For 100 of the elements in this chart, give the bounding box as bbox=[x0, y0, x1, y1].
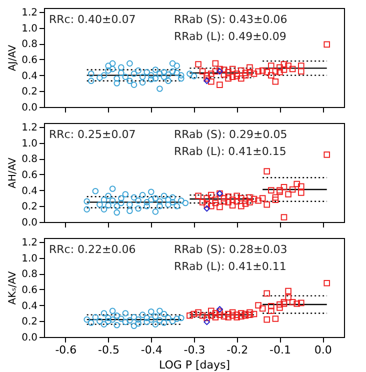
point bbox=[220, 198, 228, 205]
point bbox=[160, 192, 168, 200]
point bbox=[324, 280, 330, 286]
point bbox=[152, 321, 159, 328]
point bbox=[148, 196, 154, 203]
point bbox=[84, 198, 90, 205]
point bbox=[216, 204, 223, 210]
point bbox=[144, 203, 150, 210]
point bbox=[255, 302, 262, 308]
point bbox=[272, 196, 279, 203]
point bbox=[229, 74, 236, 80]
point bbox=[246, 309, 253, 316]
point bbox=[130, 194, 138, 201]
point bbox=[212, 314, 219, 320]
annotation: RRab (S): 0.43±0.06 bbox=[174, 13, 288, 26]
point bbox=[109, 316, 116, 323]
point bbox=[169, 194, 176, 201]
point bbox=[298, 183, 304, 190]
x-tick-label: 0.0 bbox=[314, 344, 332, 356]
point bbox=[105, 202, 112, 209]
point bbox=[156, 308, 163, 314]
point bbox=[238, 310, 244, 316]
point bbox=[264, 290, 270, 297]
point bbox=[105, 192, 112, 200]
y-tick-label: 0.2 bbox=[22, 316, 38, 328]
point bbox=[118, 64, 124, 71]
point bbox=[139, 312, 146, 318]
point bbox=[208, 192, 214, 198]
point bbox=[160, 74, 168, 80]
y-tick-label: 1.2 bbox=[22, 7, 38, 18]
point bbox=[250, 310, 258, 318]
annotation: RRc: 0.40±0.07 bbox=[49, 13, 136, 26]
point bbox=[130, 70, 138, 77]
point bbox=[156, 86, 163, 92]
point bbox=[126, 78, 133, 84]
annotation: RRc: 0.25±0.07 bbox=[49, 128, 136, 141]
y-tick-label: 0.4 bbox=[22, 70, 38, 82]
point bbox=[122, 191, 129, 198]
point bbox=[126, 60, 133, 67]
point bbox=[178, 197, 184, 204]
point bbox=[204, 318, 210, 326]
point bbox=[174, 62, 180, 69]
point bbox=[152, 208, 159, 215]
point bbox=[148, 188, 154, 196]
point bbox=[105, 318, 112, 324]
point bbox=[212, 200, 219, 206]
point bbox=[204, 205, 210, 212]
point bbox=[289, 66, 296, 72]
point bbox=[294, 300, 300, 307]
point bbox=[118, 70, 124, 76]
point bbox=[118, 200, 124, 206]
point bbox=[276, 188, 283, 196]
point bbox=[208, 70, 214, 77]
point bbox=[165, 201, 172, 208]
point bbox=[135, 316, 142, 323]
point bbox=[285, 191, 292, 198]
point bbox=[139, 79, 146, 86]
point bbox=[182, 200, 189, 206]
point bbox=[264, 201, 270, 208]
x-tick-label: -0.2 bbox=[226, 344, 248, 356]
point bbox=[122, 74, 129, 80]
point bbox=[250, 70, 258, 77]
point bbox=[272, 78, 279, 85]
point bbox=[165, 78, 172, 84]
point bbox=[144, 69, 150, 76]
point bbox=[92, 188, 99, 194]
annotation: RRab (L): 0.41±0.11 bbox=[174, 260, 286, 273]
point bbox=[285, 288, 292, 294]
point bbox=[139, 74, 146, 80]
x-tick-label: -0.1 bbox=[269, 344, 291, 356]
point bbox=[280, 66, 288, 73]
x-axis-title: LOG P [days] bbox=[158, 358, 230, 372]
point bbox=[148, 72, 154, 78]
point bbox=[199, 199, 206, 206]
point bbox=[225, 314, 232, 320]
y-tick-label: 0.4 bbox=[22, 300, 38, 312]
point bbox=[216, 312, 223, 318]
y-tick-label: 1.0 bbox=[22, 253, 38, 264]
point bbox=[276, 69, 283, 76]
point bbox=[148, 316, 154, 323]
point bbox=[250, 196, 258, 202]
point bbox=[276, 64, 283, 71]
point bbox=[289, 299, 296, 306]
point bbox=[156, 317, 163, 324]
point bbox=[229, 312, 236, 319]
y-axis-title: AJ/AV bbox=[8, 44, 19, 72]
point bbox=[234, 192, 240, 200]
point bbox=[220, 66, 228, 73]
annotation: RRab (S): 0.28±0.03 bbox=[174, 243, 288, 256]
point bbox=[148, 76, 154, 82]
point bbox=[144, 318, 150, 326]
y-tick-label: 0.2 bbox=[22, 86, 38, 98]
point bbox=[96, 74, 103, 81]
point bbox=[135, 320, 142, 327]
point bbox=[208, 308, 214, 314]
y-tick-label: 1.0 bbox=[22, 138, 38, 150]
point bbox=[220, 195, 228, 202]
point bbox=[268, 308, 274, 314]
point bbox=[195, 309, 202, 316]
point bbox=[96, 201, 103, 208]
